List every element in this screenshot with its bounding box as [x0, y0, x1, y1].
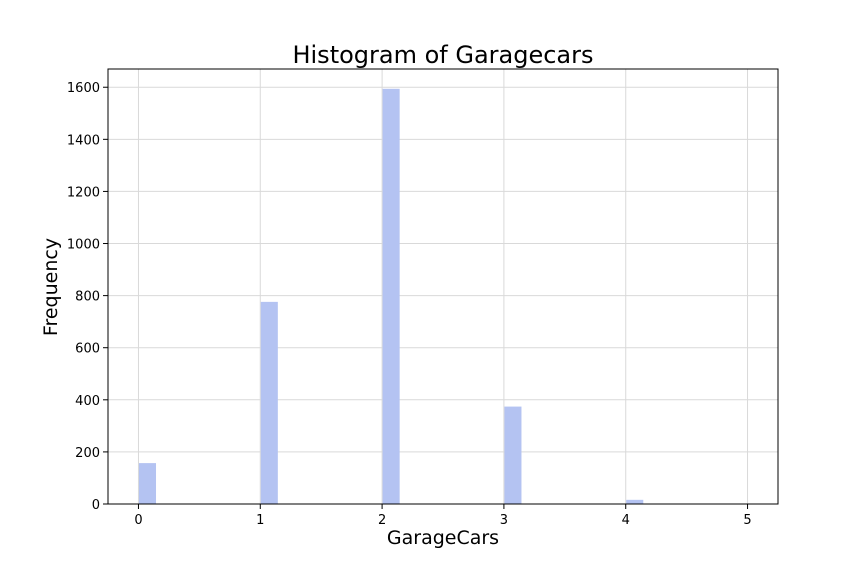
plot-frame	[107, 68, 779, 505]
histogram-bar	[260, 301, 278, 504]
y-tick-label: 600	[75, 342, 100, 357]
x-tick-label: 3	[500, 513, 508, 528]
x-tick-label: 4	[622, 513, 630, 528]
chart-title: Histogram of Garagecars	[292, 41, 593, 69]
y-tick-label: 0	[92, 498, 100, 513]
y-tick-label: 400	[75, 394, 100, 409]
y-axis-ticks: 0 200 400 600 800 1000 1200 1400 1600	[67, 81, 108, 513]
x-axis-label: GarageCars	[387, 527, 499, 549]
x-tick-label: 2	[378, 513, 386, 528]
y-tick-label: 200	[75, 446, 100, 461]
grid-lines	[108, 69, 778, 505]
y-tick-label: 1200	[67, 185, 100, 200]
histogram-bar	[382, 88, 400, 504]
y-tick-label: 1000	[67, 238, 100, 253]
x-axis-ticks: 0 1 2 3 4 5	[134, 504, 752, 528]
histogram-bar	[138, 463, 157, 504]
bars	[138, 88, 766, 504]
histogram-bar	[504, 406, 522, 504]
x-tick-label: 0	[134, 513, 142, 528]
x-tick-label: 5	[743, 513, 751, 528]
y-tick-label: 1600	[67, 81, 100, 96]
y-tick-label: 800	[75, 290, 100, 305]
histogram-bar	[626, 499, 644, 504]
y-axis-label: Frequency	[40, 238, 62, 336]
x-tick-label: 1	[256, 513, 264, 528]
y-tick-label: 1400	[67, 133, 100, 148]
